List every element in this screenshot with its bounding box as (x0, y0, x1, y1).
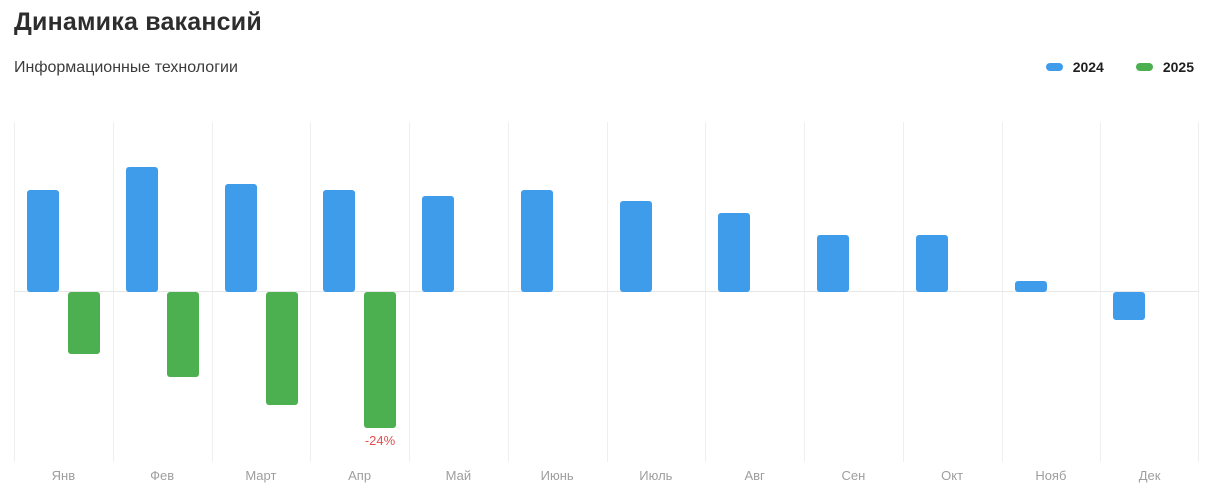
vertical-gridline (508, 122, 509, 462)
x-axis-label-Дек: Дек (1138, 468, 1161, 483)
x-axis-label-Март: Март (245, 468, 277, 483)
vertical-gridline (1100, 122, 1101, 462)
x-axis-label-Апр: Апр (348, 468, 372, 483)
x-axis-label-Нояб: Нояб (1035, 468, 1067, 483)
bar-2024-Дек[interactable] (1113, 292, 1145, 320)
bar-2024-Май[interactable] (422, 196, 454, 292)
bar-2024-Нояб[interactable] (1015, 281, 1047, 292)
x-axis-label-Май: Май (445, 468, 472, 483)
bar-2025-Янв[interactable] (68, 292, 100, 354)
bar-2024-Июнь[interactable] (521, 190, 553, 292)
vertical-gridline (705, 122, 706, 462)
vertical-gridline (310, 122, 311, 462)
x-axis-label-Сен: Сен (841, 468, 866, 483)
vertical-gridline (1198, 122, 1199, 462)
bar-2025-Апр[interactable] (364, 292, 396, 428)
vertical-gridline (409, 122, 410, 462)
vertical-gridline (607, 122, 608, 462)
vertical-gridline (113, 122, 114, 462)
vertical-gridline (14, 122, 15, 462)
bar-2025-Март[interactable] (266, 292, 298, 405)
bar-2024-Окт[interactable] (916, 235, 948, 292)
x-axis-label-Фев: Фев (150, 468, 175, 483)
vertical-gridline (212, 122, 213, 462)
x-axis-label-Янв: Янв (51, 468, 76, 483)
x-axis-label-Июль: Июль (639, 468, 673, 483)
bar-2025-Фев[interactable] (167, 292, 199, 377)
legend-swatch-2025-icon (1135, 63, 1153, 71)
x-axis-label-Авг: Авг (744, 468, 765, 483)
legend-item-2024[interactable]: 2024 (1045, 59, 1104, 75)
bar-2024-Сен[interactable] (817, 235, 849, 292)
x-axis-labels: Янв Фев Март Апр Май Июнь Июль Авг Сен Окт Нояб Дек (14, 468, 1199, 483)
legend-label-2025: 2025 (1162, 59, 1194, 75)
bar-2024-Апр[interactable] (323, 190, 355, 292)
vertical-gridline (903, 122, 904, 462)
zero-baseline (14, 291, 1199, 292)
chart-subtitle: Информационные технологии (14, 59, 238, 76)
x-axis-label-Окт: Окт (941, 468, 964, 483)
bar-value-label: -24% (364, 433, 396, 448)
vertical-gridline (804, 122, 805, 462)
legend: 2024 2025 (1045, 59, 1194, 75)
bar-2024-Авг[interactable] (718, 213, 750, 292)
bar-2024-Июль[interactable] (620, 201, 652, 292)
x-axis-label-Июнь: Июнь (540, 468, 574, 483)
plot-area: -24% (14, 122, 1199, 462)
legend-item-2025[interactable]: 2025 (1135, 59, 1194, 75)
legend-label-2024: 2024 (1072, 59, 1104, 75)
vertical-gridline (1002, 122, 1003, 462)
legend-swatch-2024-icon (1045, 63, 1063, 71)
bar-2024-Фев[interactable] (126, 167, 158, 292)
page-title: Динамика вакансий (14, 8, 262, 36)
bar-2024-Март[interactable] (225, 184, 257, 292)
bar-2024-Янв[interactable] (27, 190, 59, 292)
